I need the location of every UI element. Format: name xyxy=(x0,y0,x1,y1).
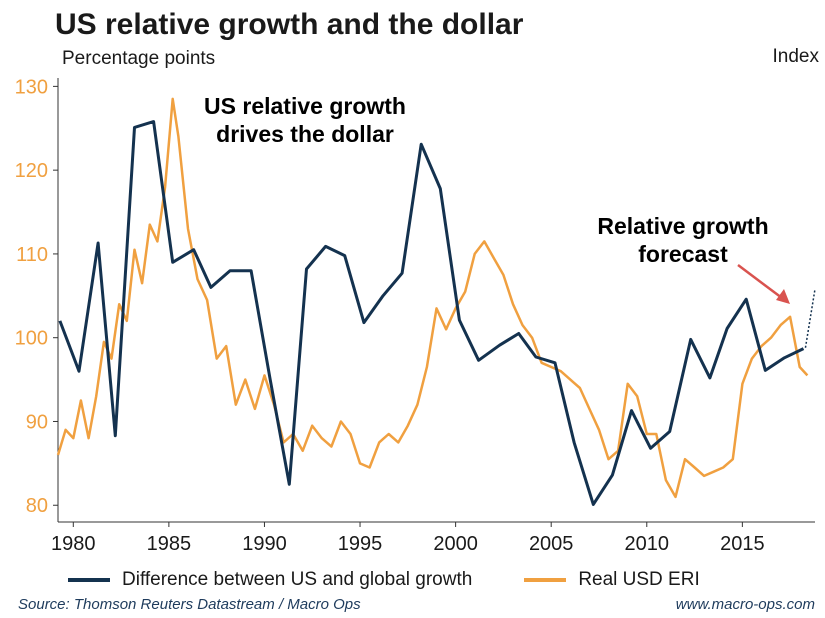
forecast-arrow-head xyxy=(776,289,790,304)
x-tick-label: 2010 xyxy=(625,533,670,555)
legend-swatch-orange xyxy=(524,578,567,582)
x-tick-label: 1980 xyxy=(51,533,96,555)
chart-title: US relative growth and the dollar xyxy=(55,8,524,41)
forecast-arrow-shaft xyxy=(737,264,783,299)
y-tick-label: 90 xyxy=(26,411,48,433)
y-tick-label: 80 xyxy=(26,495,48,517)
annotation-growth-drives-dollar: US relative growth drives the dollar xyxy=(180,92,430,149)
x-tick-label: 1995 xyxy=(338,533,383,555)
annotation-line: drives the dollar xyxy=(216,121,394,148)
left-axis-label: Percentage points xyxy=(62,48,216,69)
legend-label: Real USD ERI xyxy=(578,569,700,590)
legend-item-usd: Real USD ERI xyxy=(524,569,700,591)
forecast-dotted-line xyxy=(804,288,816,348)
x-tick-label: 2000 xyxy=(433,533,478,555)
website-link[interactable]: www.macro-ops.com xyxy=(675,596,815,613)
annotation-line: US relative growth xyxy=(204,93,406,119)
legend-swatch-navy xyxy=(68,578,110,582)
x-tick-label: 1985 xyxy=(147,533,192,555)
right-axis-label: Index xyxy=(772,46,819,67)
x-tick-label: 1990 xyxy=(242,533,287,555)
series-line-us-growth-difference xyxy=(58,120,805,506)
legend-item-growth: Difference between US and global growth xyxy=(68,569,472,591)
y-tick-label: 120 xyxy=(15,160,48,182)
x-tick-label: 2005 xyxy=(529,533,574,555)
y-tick-label: 130 xyxy=(15,76,48,98)
x-tick-label: 2015 xyxy=(720,533,765,555)
y-tick-label: 110 xyxy=(16,244,48,266)
y-tick-label: 100 xyxy=(15,328,48,350)
source-note: Source: Thomson Reuters Datastream / Mac… xyxy=(18,596,361,613)
legend-label: Difference between US and global growth xyxy=(122,569,473,590)
annotation-line: Relative growth xyxy=(597,213,769,239)
series-line-real-usd-eri xyxy=(56,97,809,499)
legend: Difference between US and global growth … xyxy=(68,569,752,591)
annotation-line: forecast xyxy=(638,241,728,268)
annotation-forecast: Relative growth forecast xyxy=(578,212,788,269)
